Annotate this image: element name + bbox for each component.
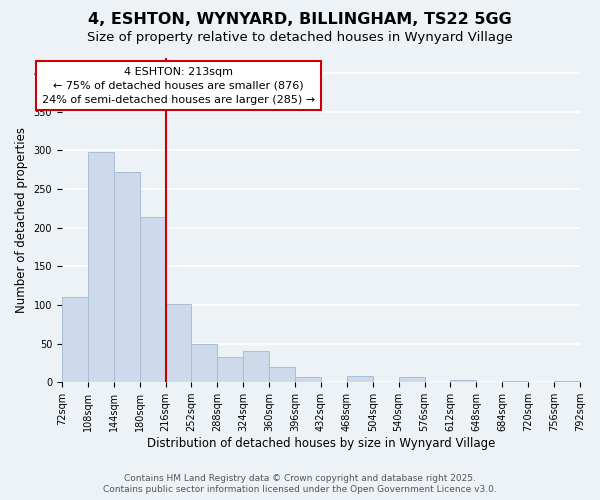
Text: Contains HM Land Registry data © Crown copyright and database right 2025.
Contai: Contains HM Land Registry data © Crown c… — [103, 474, 497, 494]
Bar — [295, 377, 321, 382]
Bar — [269, 367, 295, 382]
Bar — [88, 152, 114, 382]
Y-axis label: Number of detached properties: Number of detached properties — [15, 127, 28, 313]
Bar — [347, 376, 373, 382]
Bar — [217, 358, 243, 382]
Text: 4 ESHTON: 213sqm
← 75% of detached houses are smaller (876)
24% of semi-detached: 4 ESHTON: 213sqm ← 75% of detached house… — [42, 67, 315, 105]
Bar — [451, 380, 476, 382]
Bar — [62, 297, 88, 382]
Bar — [191, 344, 217, 382]
Bar — [140, 217, 166, 382]
Bar — [166, 304, 191, 382]
Bar — [243, 352, 269, 382]
X-axis label: Distribution of detached houses by size in Wynyard Village: Distribution of detached houses by size … — [147, 437, 495, 450]
Text: 4, ESHTON, WYNYARD, BILLINGHAM, TS22 5GG: 4, ESHTON, WYNYARD, BILLINGHAM, TS22 5GG — [88, 12, 512, 28]
Bar — [114, 172, 140, 382]
Bar — [502, 380, 528, 382]
Bar — [398, 377, 425, 382]
Bar — [554, 380, 580, 382]
Text: Size of property relative to detached houses in Wynyard Village: Size of property relative to detached ho… — [87, 31, 513, 44]
